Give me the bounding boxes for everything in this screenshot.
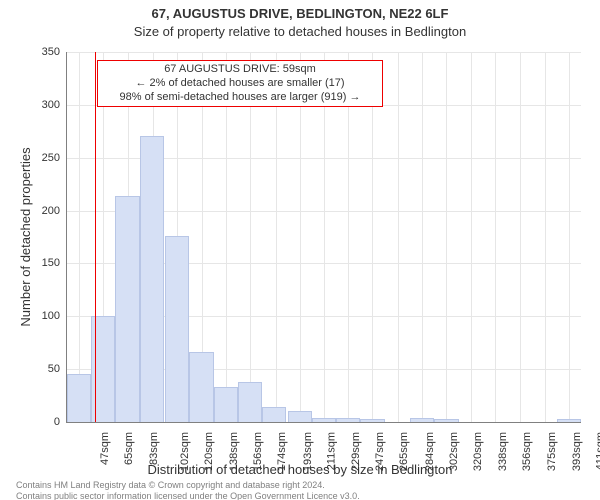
y-tick-label: 50 [48,363,60,375]
histogram-bar [262,407,286,422]
histogram-bar [410,418,434,422]
grid-line-v [300,52,301,422]
annotation-line-3: 98% of semi-detached houses are larger (… [102,91,378,105]
chart-canvas: 67, AUGUSTUS DRIVE, BEDLINGTON, NE22 6LF… [0,0,600,500]
grid-line-v [446,52,447,422]
grid-line-v [324,52,325,422]
grid-line-v [79,52,80,422]
x-axis-label: Distribution of detached houses by size … [0,462,600,477]
chart-title-address: 67, AUGUSTUS DRIVE, BEDLINGTON, NE22 6LF [0,6,600,21]
grid-line-v [372,52,373,422]
histogram-bar [165,236,189,422]
grid-line-v [422,52,423,422]
histogram-bar [115,196,139,422]
plot-area: 67 AUGUSTUS DRIVE: 59sqm ← 2% of detache… [66,52,581,423]
grid-line-v [495,52,496,422]
subject-property-line [95,52,96,422]
footer-line-1: Contains HM Land Registry data © Crown c… [16,480,325,490]
histogram-bar [288,411,312,422]
grid-line-v [226,52,227,422]
annotation-line-1: 67 AUGUSTUS DRIVE: 59sqm [102,63,378,77]
y-tick-label: 100 [42,310,60,322]
y-tick-label: 250 [42,152,60,164]
annotation-line-2: ← 2% of detached houses are smaller (17) [102,77,378,91]
grid-line-v [520,52,521,422]
grid-line-v [569,52,570,422]
grid-line-v [250,52,251,422]
histogram-bar [434,419,458,422]
histogram-bar [557,419,581,422]
y-tick-label: 150 [42,257,60,269]
grid-line-v [398,52,399,422]
y-tick-label: 300 [42,99,60,111]
y-tick-label: 0 [54,416,60,428]
histogram-bar [312,418,336,422]
histogram-bar [67,374,91,422]
x-tick-label: 83sqm [148,432,160,465]
grid-line-v [276,52,277,422]
grid-line-v [348,52,349,422]
x-tick-label: 47sqm [99,432,111,465]
y-axis-label: Number of detached properties [18,52,33,422]
x-tick-label: 65sqm [123,432,135,465]
y-tick-label: 350 [42,46,60,58]
histogram-bar [140,136,164,422]
footer-line-2: Contains public sector information licen… [16,491,360,500]
chart-subtitle: Size of property relative to detached ho… [0,24,600,39]
histogram-bar [238,382,262,422]
histogram-bar [360,419,384,422]
histogram-bar [214,387,238,422]
histogram-bar [336,418,360,422]
grid-line-v [545,52,546,422]
annotation-box: 67 AUGUSTUS DRIVE: 59sqm ← 2% of detache… [97,60,383,107]
histogram-bar [189,352,213,422]
grid-line-v [471,52,472,422]
y-tick-label: 200 [42,205,60,217]
